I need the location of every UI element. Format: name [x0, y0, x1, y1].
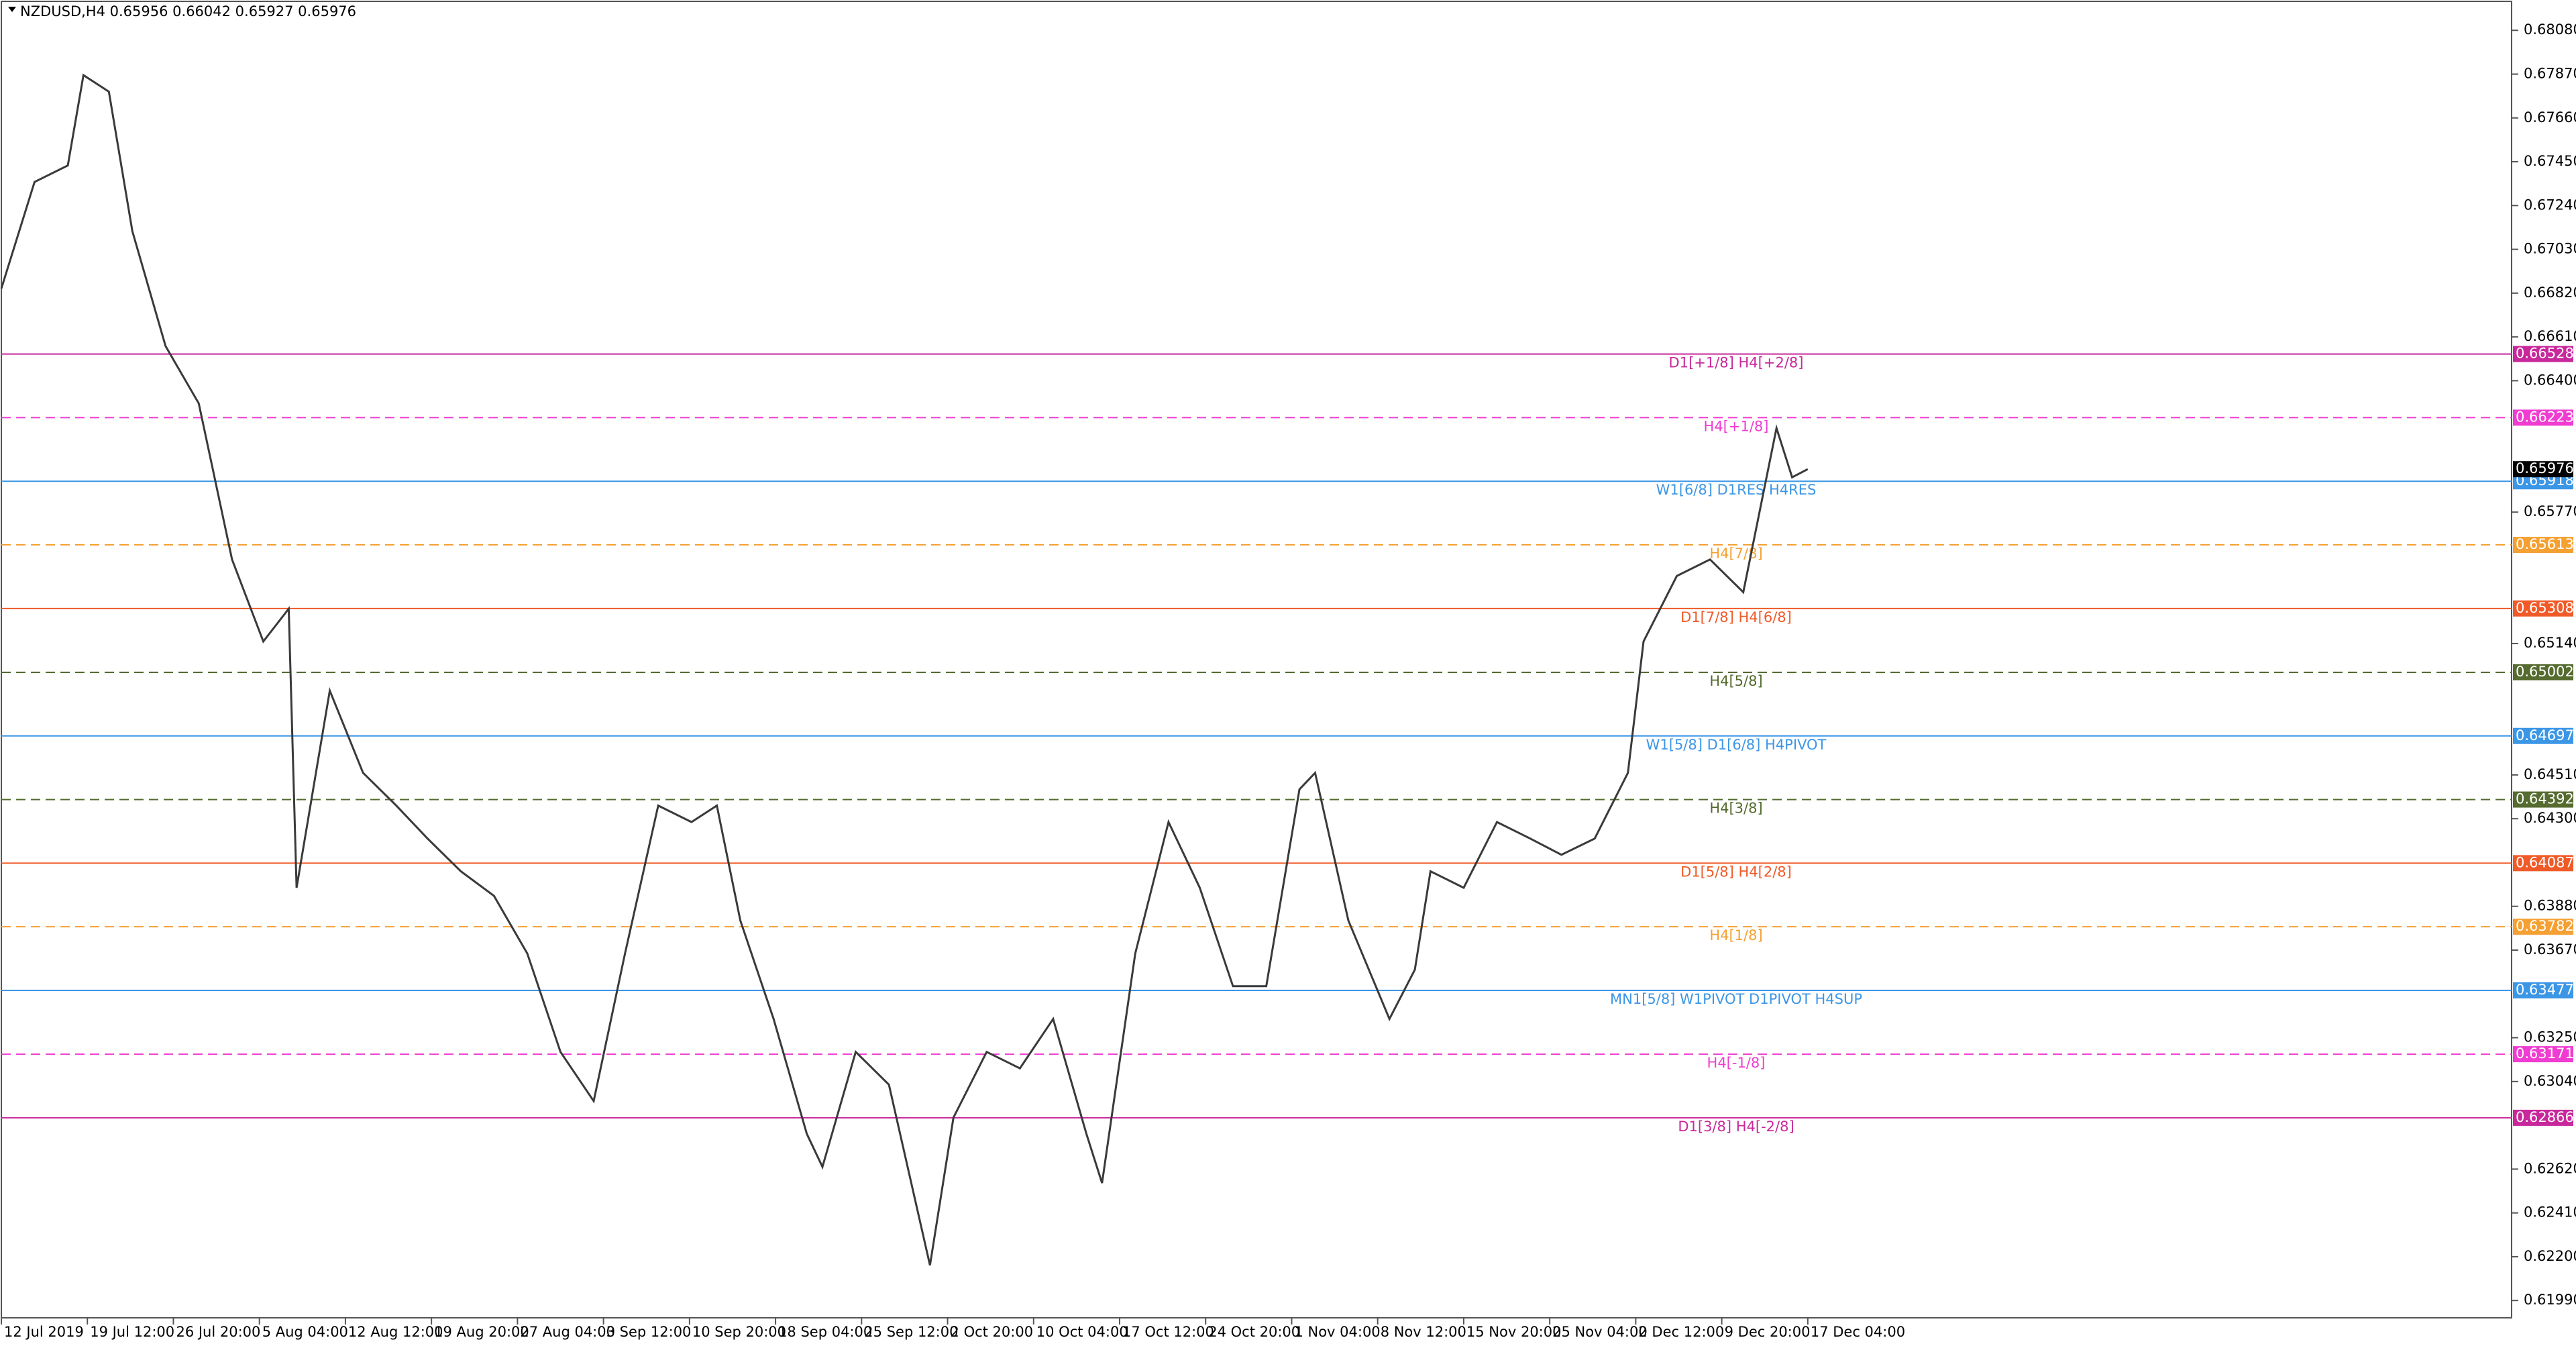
menu-arrow[interactable]: [8, 7, 16, 12]
price-line: [0, 73, 1809, 1266]
x-tick-label: 19 Aug 20:00: [434, 1324, 529, 1340]
level-price-label: 0.66223: [2516, 409, 2574, 425]
level-price-box: [2513, 537, 2573, 554]
level-label: H4[-1/8]: [1707, 1055, 1766, 1071]
level-price-label: 0.63171: [2516, 1045, 2574, 1062]
level-price-label: 0.65308: [2516, 600, 2574, 616]
x-tick-label: 25 Nov 04:00: [1552, 1324, 1648, 1340]
current-price-box: [2513, 461, 2573, 478]
level-price-label: 0.66528: [2516, 346, 2574, 362]
x-tick-label: 10 Sep 20:00: [692, 1324, 786, 1340]
level-label: H4[5/8]: [1709, 673, 1762, 689]
level-label: H4[7/8]: [1709, 546, 1762, 562]
level-price-box: [2513, 664, 2573, 680]
level-price-label: 0.62866: [2516, 1109, 2574, 1125]
level-price-box: [2513, 1109, 2573, 1126]
level-label: D1[+1/8] H4[+2/8]: [1669, 355, 1804, 371]
level-price-box: [2513, 409, 2573, 426]
x-tick-label: 27 Aug 04:00: [520, 1324, 615, 1340]
x-tick-label: 12 Jul 2019: [4, 1324, 84, 1340]
level-price-box: [2513, 346, 2573, 362]
level-price-box: [2513, 791, 2573, 808]
level-label: W1[5/8] D1[6/8] H4PIVOT: [1646, 737, 1827, 753]
level-label: H4[3/8]: [1709, 800, 1762, 817]
level-price-label: 0.65613: [2516, 536, 2574, 552]
level-label: D1[3/8] H4[-2/8]: [1678, 1119, 1794, 1135]
x-tick-label: 12 Aug 12:00: [348, 1324, 443, 1340]
level-price-label: 0.63782: [2516, 918, 2574, 934]
level-label: H4[1/8]: [1709, 927, 1762, 943]
level-price-box: [2513, 982, 2573, 998]
x-tick-label: 3 Sep 12:00: [606, 1324, 692, 1340]
level-price-box: [2513, 855, 2573, 872]
x-tick-label: 5 Aug 04:00: [262, 1324, 348, 1340]
x-tick-label: 26 Jul 20:00: [176, 1324, 260, 1340]
level-label: D1[5/8] H4[2/8]: [1680, 864, 1792, 880]
level-price-box: [2513, 727, 2573, 744]
level-label: W1[6/8] D1RES H4RES: [1656, 482, 1817, 498]
x-tick-label: 17 Oct 12:00: [1122, 1324, 1214, 1340]
x-tick-label: 8 Nov 12:00: [1381, 1324, 1466, 1340]
x-tick-label: 10 Oct 04:00: [1036, 1324, 1128, 1340]
plot-frame: [1, 1, 2512, 1318]
x-tick-label: 2 Oct 20:00: [951, 1324, 1034, 1340]
x-tick-label: 17 Dec 04:00: [1811, 1324, 1905, 1340]
chart-title: NZDUSD,H4 0.65956 0.66042 0.65927 0.6597…: [20, 3, 356, 19]
x-tick-label: 15 Nov 20:00: [1466, 1324, 1562, 1340]
level-price-box: [2513, 919, 2573, 935]
level-label: D1[7/8] H4[6/8]: [1680, 609, 1792, 625]
level-price-label: 0.64697: [2516, 727, 2574, 743]
x-tick-label: 24 Oct 20:00: [1208, 1324, 1300, 1340]
x-tick-label: 1 Nov 04:00: [1294, 1324, 1380, 1340]
level-price-label: 0.64087: [2516, 854, 2574, 870]
level-price-label: 0.64392: [2516, 791, 2574, 807]
current-price-label: 0.65976: [2516, 460, 2574, 476]
x-tick-label: 2 Dec 12:00: [1638, 1324, 1724, 1340]
x-tick-label: 19 Jul 12:00: [90, 1324, 174, 1340]
x-tick-label: 9 Dec 20:00: [1725, 1324, 1811, 1340]
x-tick-label: 25 Sep 12:00: [864, 1324, 958, 1340]
level-price-box: [2513, 600, 2573, 617]
level-label: H4[+1/8]: [1704, 418, 1769, 434]
level-price-label: 0.63477: [2516, 982, 2574, 998]
level-price-box: [2513, 1046, 2573, 1063]
level-label: MN1[5/8] W1PIVOT D1PIVOT H4SUP: [1610, 991, 1862, 1007]
level-price-label: 0.65002: [2516, 664, 2574, 680]
x-tick-label: 18 Sep 04:00: [778, 1324, 872, 1340]
y-tick-label: 0.61990: [2524, 1292, 2576, 1308]
